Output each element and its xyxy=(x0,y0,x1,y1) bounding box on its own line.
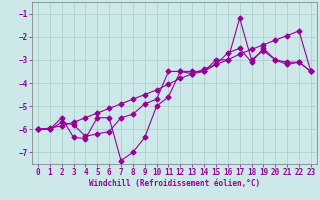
X-axis label: Windchill (Refroidissement éolien,°C): Windchill (Refroidissement éolien,°C) xyxy=(89,179,260,188)
